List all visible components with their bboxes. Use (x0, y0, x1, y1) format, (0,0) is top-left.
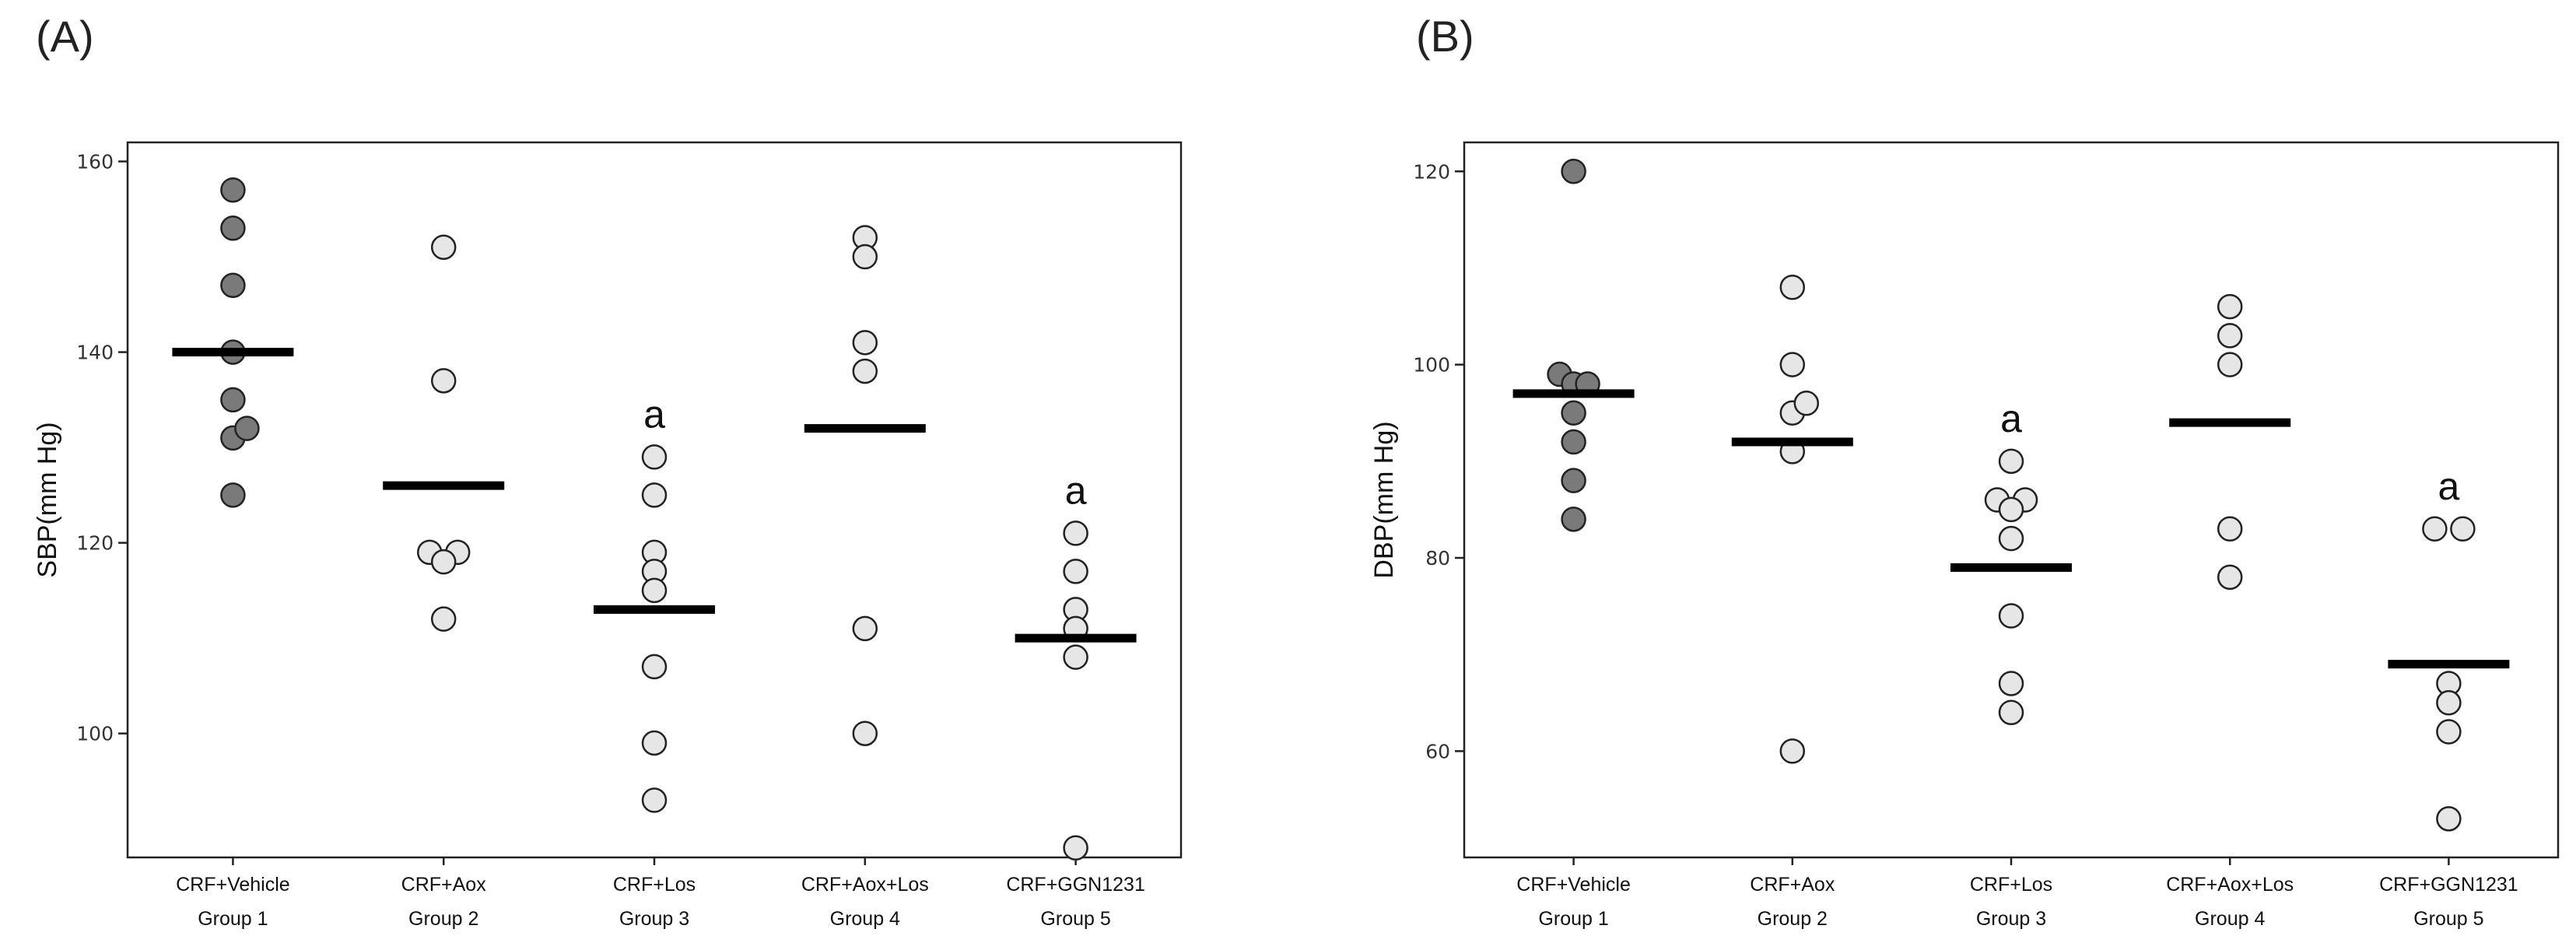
data-point (852, 720, 878, 746)
x-category-label: CRF+Vehicle (1516, 874, 1631, 896)
data-point (2436, 719, 2462, 745)
data-point (220, 216, 246, 241)
significance-marker: a (2000, 397, 2022, 440)
x-group-label: Group 1 (198, 908, 268, 930)
data-point (852, 615, 878, 642)
mean-bar (1512, 389, 1635, 398)
data-point (852, 330, 878, 356)
data-point (852, 358, 878, 384)
data-point (852, 244, 878, 270)
panel-b-label: (B) (1416, 12, 1474, 61)
data-point (2217, 293, 2243, 320)
data-point (1063, 559, 1088, 584)
y-tick-label: 100 (1413, 354, 1450, 377)
x-category-label: CRF+Los (613, 874, 696, 896)
y-tick-label: 60 (1425, 740, 1450, 762)
data-point (2436, 690, 2462, 716)
mean-bar (594, 605, 715, 614)
data-point (2217, 516, 2243, 542)
data-point (641, 787, 668, 813)
x-group-label: Group 5 (2413, 908, 2483, 930)
data-point (2217, 352, 2243, 377)
data-point (1998, 671, 2024, 696)
x-category-label: CRF+GGN1231 (1006, 874, 1145, 896)
y-tick-label: 160 (76, 151, 114, 174)
data-point (1779, 275, 1806, 300)
data-point (1998, 525, 2024, 552)
data-point (1063, 521, 1088, 546)
y-tick-label: 100 (76, 723, 114, 745)
data-point (430, 606, 457, 632)
data-point (2450, 516, 2476, 542)
x-category-label: CRF+Aox+Los (801, 874, 929, 896)
y-tick-label: 140 (76, 342, 114, 364)
x-category-label: CRF+Aox+Los (2166, 874, 2294, 896)
y-tick-label: 80 (1425, 547, 1450, 570)
data-point (1793, 391, 1820, 416)
data-point (430, 368, 457, 394)
data-point (220, 482, 246, 508)
data-point (1779, 352, 1806, 377)
data-point (1561, 400, 1586, 426)
data-point (1561, 507, 1586, 532)
y-tick-label: 120 (1413, 160, 1450, 183)
data-point (1063, 835, 1088, 861)
mean-bar (1731, 437, 1853, 447)
mean-bar (2169, 418, 2291, 427)
x-group-label: Group 4 (2195, 908, 2265, 930)
mean-bar (383, 481, 505, 490)
data-point (1063, 644, 1088, 670)
data-point (641, 577, 668, 604)
significance-marker: a (1065, 468, 1087, 512)
y-axis-label: DBP(mm Hg) (1369, 421, 1399, 578)
mean-bar (1015, 633, 1137, 643)
data-point (641, 444, 668, 470)
data-point (1561, 159, 1586, 184)
sbp-chart: 100 120 140 160 SBP(mm Hg) CRF+Vehicle Group 1… (33, 141, 1183, 930)
data-point (1561, 468, 1586, 493)
mean-bar (804, 424, 926, 433)
data-point (1779, 738, 1806, 764)
x-group-label: Group 5 (1040, 908, 1110, 930)
data-point (2217, 564, 2243, 591)
data-point (1998, 448, 2024, 475)
data-point (2422, 516, 2448, 542)
data-point (641, 482, 668, 508)
data-point (2217, 323, 2243, 349)
data-point (1998, 699, 2024, 725)
x-group-label: Group 4 (830, 908, 900, 930)
data-point (220, 387, 246, 413)
data-point (1998, 603, 2024, 629)
dbp-chart: 60 80 100 120 DBP(mm Hg) CRF+Vehicle Group 1 CR… (1369, 141, 2560, 930)
mean-bar (172, 348, 294, 357)
data-point (220, 272, 246, 299)
x-group-label: Group 1 (1538, 908, 1608, 930)
data-point (430, 549, 457, 575)
x-group-label: Group 2 (408, 908, 478, 930)
y-axis-label: SBP(mm Hg) (33, 422, 62, 577)
data-point (641, 654, 668, 680)
x-group-label: Group 3 (619, 908, 689, 930)
x-category-label: CRF+GGN1231 (2379, 874, 2518, 896)
data-point (1561, 429, 1586, 455)
panel-a-label: (A) (36, 12, 94, 61)
x-category-label: CRF+Aox (1750, 874, 1835, 896)
x-category-label: CRF+Los (1970, 874, 2052, 896)
data-point (1998, 496, 2024, 523)
significance-marker: a (643, 392, 665, 436)
data-point (641, 730, 668, 756)
x-group-label: Group 3 (1976, 908, 2046, 930)
data-point (430, 234, 457, 261)
mean-bar (1950, 563, 2072, 572)
mean-bar (2388, 660, 2510, 669)
x-category-label: CRF+Aox (401, 874, 487, 896)
x-group-label: Group 2 (1758, 908, 1828, 930)
data-point (220, 177, 246, 203)
significance-marker: a (2438, 464, 2459, 508)
data-point (234, 415, 260, 441)
data-point (2436, 806, 2462, 832)
y-tick-label: 120 (76, 532, 114, 555)
x-category-label: CRF+Vehicle (176, 874, 290, 896)
